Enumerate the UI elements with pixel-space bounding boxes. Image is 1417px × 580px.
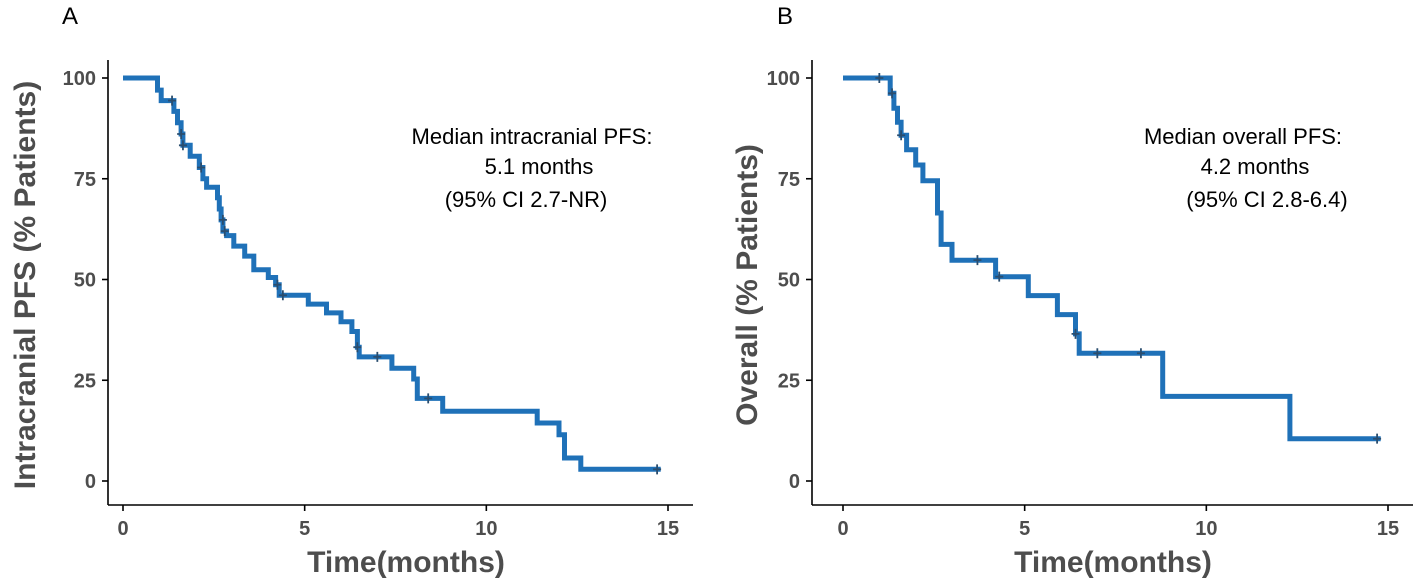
panel-a-censor-marks [168,95,662,475]
x-tick-label: 5 [1019,518,1030,540]
panel-b-y-ticks: 0 25 50 75 100 [767,68,812,493]
x-tick-label: 0 [117,518,128,540]
y-tick-label: 75 [74,169,96,191]
panel-b-annotation-line-1: Median overall PFS: [1144,124,1342,149]
panel-b-y-axis-title: Overall (% Patients) [731,144,764,426]
censor-mark [875,73,884,83]
x-tick-label: 10 [1195,518,1217,540]
censor-mark [178,140,187,151]
censor-mark [373,351,382,362]
panel-a-letter: A [62,3,78,30]
panel-b-censor-marks [875,73,1382,444]
censor-mark [888,88,897,99]
panel-a-x-ticks: 0 5 10 15 [117,505,679,540]
panel-b-letter: B [777,3,793,30]
panel-b-survival-curve [843,75,1381,442]
censor-mark [220,226,229,237]
censor-mark [424,393,433,404]
censor-mark [177,129,186,140]
censor-mark [995,271,1004,282]
panel-a-y-ticks: 0 25 50 75 100 [63,68,108,493]
censor-mark [353,342,362,353]
y-tick-label: 100 [63,68,96,90]
y-tick-label: 50 [74,270,96,292]
panel-a-annotation-line-1: Median intracranial PFS: [412,124,653,149]
y-tick-label: 50 [778,270,800,292]
censor-mark [1093,348,1102,359]
censor-mark [1373,433,1382,444]
censor-mark [653,464,662,475]
panel-b-annotation-line-2: 4.2 months [1201,154,1310,179]
panel-b-x-ticks: 0 5 10 15 [837,505,1399,540]
y-tick-label: 75 [778,169,800,191]
x-tick-label: 0 [837,518,848,540]
censor-mark [1071,328,1080,339]
censor-mark [218,214,227,225]
censor-mark [168,95,177,106]
panel-b-x-axis-title: Time(months) [1014,546,1212,579]
panel-a-y-axis-title: Intracranial PFS (% Patients) [9,81,42,489]
panel-b-annotation-line-3: (95% CI 2.8-6.4) [1186,187,1347,212]
censor-mark [197,162,206,173]
panel-a-annotation-line-3: (95% CI 2.7-NR) [445,187,608,212]
censor-mark [973,255,982,266]
panel-a: A 0 25 50 75 100 0 5 10 15 Time(months) Intracr… [9,3,693,579]
y-tick-label: 100 [767,68,800,90]
censor-mark [278,290,287,301]
panel-b: B 0 25 50 75 100 0 5 10 15 Time(months) Overall… [731,3,1413,579]
y-tick-label: 0 [85,471,96,493]
y-tick-label: 25 [778,370,800,392]
x-tick-label: 15 [1377,518,1399,540]
y-tick-label: 25 [74,370,96,392]
panel-a-x-axis-title: Time(months) [307,546,505,579]
y-tick-label: 0 [789,471,800,493]
censor-mark [1136,348,1145,359]
x-tick-label: 10 [475,518,497,540]
panel-a-annotation-line-2: 5.1 months [485,154,594,179]
x-tick-label: 15 [657,518,679,540]
censor-mark [273,279,282,290]
censor-mark [897,130,906,141]
x-tick-label: 5 [299,518,310,540]
